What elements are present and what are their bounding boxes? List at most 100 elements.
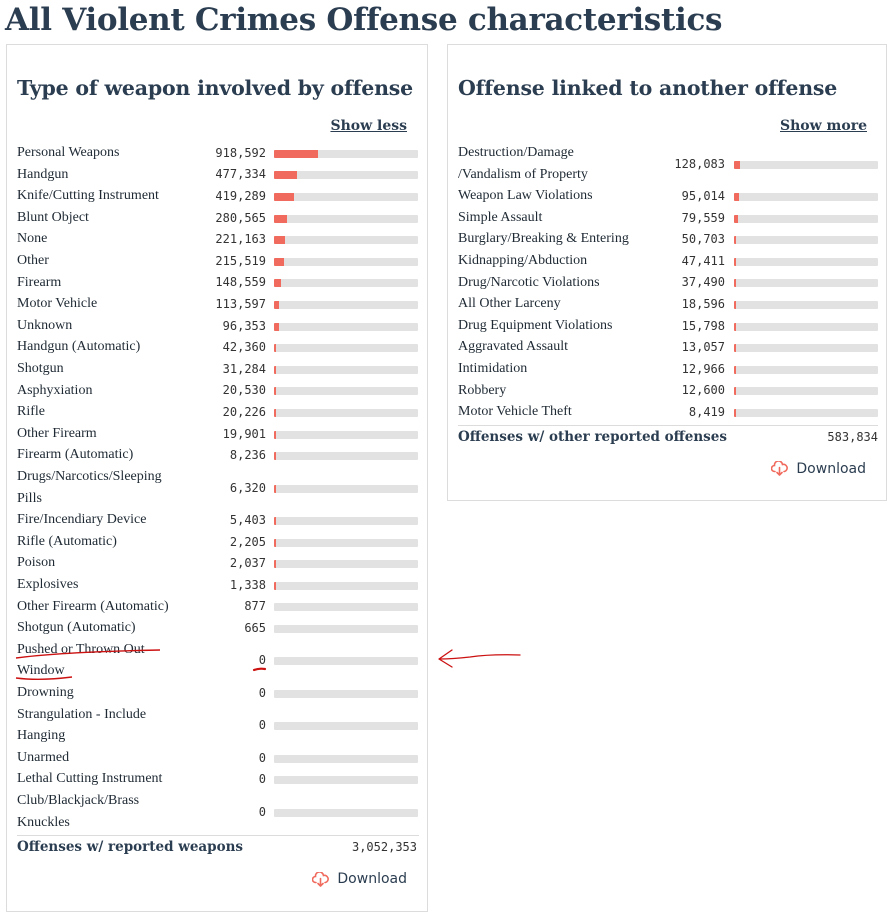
weapons-download-button[interactable]: Download xyxy=(312,871,407,887)
list-item: Intimidation 12,966 xyxy=(458,358,878,380)
list-item-label: Intimidation xyxy=(458,361,528,376)
bar-fill xyxy=(734,300,736,309)
bar-fill xyxy=(274,149,318,158)
list-item-label: Unknown xyxy=(17,317,73,333)
list-item: Handgun 477,334 xyxy=(17,164,419,186)
list-item-label: Rifle (Automatic) xyxy=(17,533,117,549)
bar-fill xyxy=(274,214,288,223)
list-item-label: Asphyxiation xyxy=(17,382,93,398)
bar-track xyxy=(274,776,418,785)
linked-download-button[interactable]: Download xyxy=(771,461,866,477)
list-item-value: 877 xyxy=(244,599,266,614)
list-item-value: 0 xyxy=(258,772,266,787)
list-item-label: Club/Blackjack/Brass Knuckles xyxy=(17,793,140,830)
list-item-value: 20,530 xyxy=(222,383,266,398)
list-item-label: Poison xyxy=(17,555,56,571)
list-item: Asphyxiation 20,530 xyxy=(17,380,419,402)
list-item: Knife/Cutting Instrument 419,289 xyxy=(17,185,419,207)
list-item: Fire/Incendiary Device 5,403 xyxy=(17,509,419,531)
list-item-label: Rifle xyxy=(17,404,45,420)
bar-track xyxy=(274,560,418,569)
list-item-label: Drowning xyxy=(17,685,74,700)
list-item-label: Other xyxy=(17,253,49,268)
linked-download-label: Download xyxy=(796,460,866,477)
list-item: Destruction/Damage /Vandalism of Propert… xyxy=(458,142,878,185)
list-item-label: Blunt Object xyxy=(17,209,89,225)
bar-track xyxy=(274,452,418,461)
list-item: Kidnapping/Abduction 47,411 xyxy=(458,250,878,272)
bar-track xyxy=(734,322,878,331)
list-item-value: 0 xyxy=(258,685,266,700)
list-item-label: Drug Equipment Violations xyxy=(458,317,613,333)
bar-track xyxy=(274,484,418,493)
list-item-value: 47,411 xyxy=(681,253,725,268)
list-item-label: Fire/Incendiary Device xyxy=(17,512,147,528)
list-item: Explosives 1,338 xyxy=(17,574,419,596)
list-item-value: 6,320 xyxy=(229,480,266,495)
linked-total-value: 583,834 xyxy=(827,429,878,444)
bar-track xyxy=(274,657,418,666)
bar-fill xyxy=(274,430,276,439)
cloud-download-icon xyxy=(771,461,789,477)
bar-fill xyxy=(274,365,276,374)
bar-fill xyxy=(274,236,285,245)
list-item-label: Unarmed xyxy=(17,749,70,765)
list-item-value: 148,559 xyxy=(215,275,266,290)
list-item-value: 95,014 xyxy=(681,188,725,203)
list-item-value: 5,403 xyxy=(229,512,266,527)
bar-track xyxy=(274,808,418,817)
bar-fill xyxy=(274,516,276,525)
list-item-value: 0 xyxy=(258,804,266,819)
list-item-value: 0 xyxy=(258,653,266,668)
bar-track xyxy=(274,408,418,417)
bar-fill xyxy=(274,484,276,493)
bar-fill xyxy=(274,344,277,353)
bar-track xyxy=(734,214,878,223)
list-item-value: 221,163 xyxy=(215,232,266,247)
list-item: Club/Blackjack/Brass Knuckles 0 xyxy=(17,790,419,833)
list-item-label: Kidnapping/Abduction xyxy=(458,253,588,268)
list-item: Rifle 20,226 xyxy=(17,401,419,423)
show-more-link[interactable]: Show more xyxy=(780,118,867,134)
list-item-label: Motor Vehicle Theft xyxy=(458,404,572,420)
page-title: All Violent Crimes Offense characteristi… xyxy=(5,2,723,38)
list-item: Personal Weapons 918,592 xyxy=(17,142,419,164)
list-item: Drug Equipment Violations 15,798 xyxy=(458,315,878,337)
bar-track xyxy=(734,160,878,169)
bar-fill xyxy=(734,192,739,201)
bar-track xyxy=(274,603,418,612)
list-item-value: 12,600 xyxy=(681,383,725,398)
list-item-value: 2,037 xyxy=(229,556,266,571)
list-item-label: Simple Assault xyxy=(458,209,543,225)
weapons-total-label: Offenses w/ reported weapons xyxy=(17,839,244,856)
bar-track xyxy=(274,300,418,309)
bar-track xyxy=(274,538,418,547)
bar-fill xyxy=(734,236,737,245)
cloud-download-icon xyxy=(312,871,330,887)
bar-track xyxy=(734,192,878,201)
show-less-link[interactable]: Show less xyxy=(330,118,407,134)
bar-track xyxy=(274,430,418,439)
list-item-label: Lethal Cutting Instrument xyxy=(17,771,163,787)
bar-track xyxy=(274,516,418,525)
list-item: Other Firearm (Automatic) 877 xyxy=(17,596,419,618)
list-item-value: 113,597 xyxy=(215,296,266,311)
bar-fill xyxy=(274,322,279,331)
list-item: None 221,163 xyxy=(17,228,419,250)
list-item-label: Weapon Law Violations xyxy=(458,188,593,204)
list-item-label: Handgun xyxy=(17,166,69,182)
weapons-total-value: 3,052,353 xyxy=(351,840,417,855)
list-item-label: Strangulation - Include Hanging xyxy=(17,706,147,744)
list-item-label: Shotgun (Automatic) xyxy=(17,620,136,636)
bar-fill xyxy=(734,279,736,288)
list-item-value: 15,798 xyxy=(681,318,725,333)
list-item-value: 419,289 xyxy=(215,188,266,203)
list-item: Firearm (Automatic) 8,236 xyxy=(17,444,419,466)
bar-fill xyxy=(274,581,276,590)
linked-offense-panel: Offense linked to another offense Show m… xyxy=(447,44,887,501)
list-item-value: 2,205 xyxy=(229,534,266,549)
list-item-value: 20,226 xyxy=(222,404,266,419)
list-item: Drowning 0 xyxy=(17,682,419,704)
list-item-value: 42,360 xyxy=(222,340,266,355)
list-item: Motor Vehicle Theft 8,419 xyxy=(458,401,878,423)
